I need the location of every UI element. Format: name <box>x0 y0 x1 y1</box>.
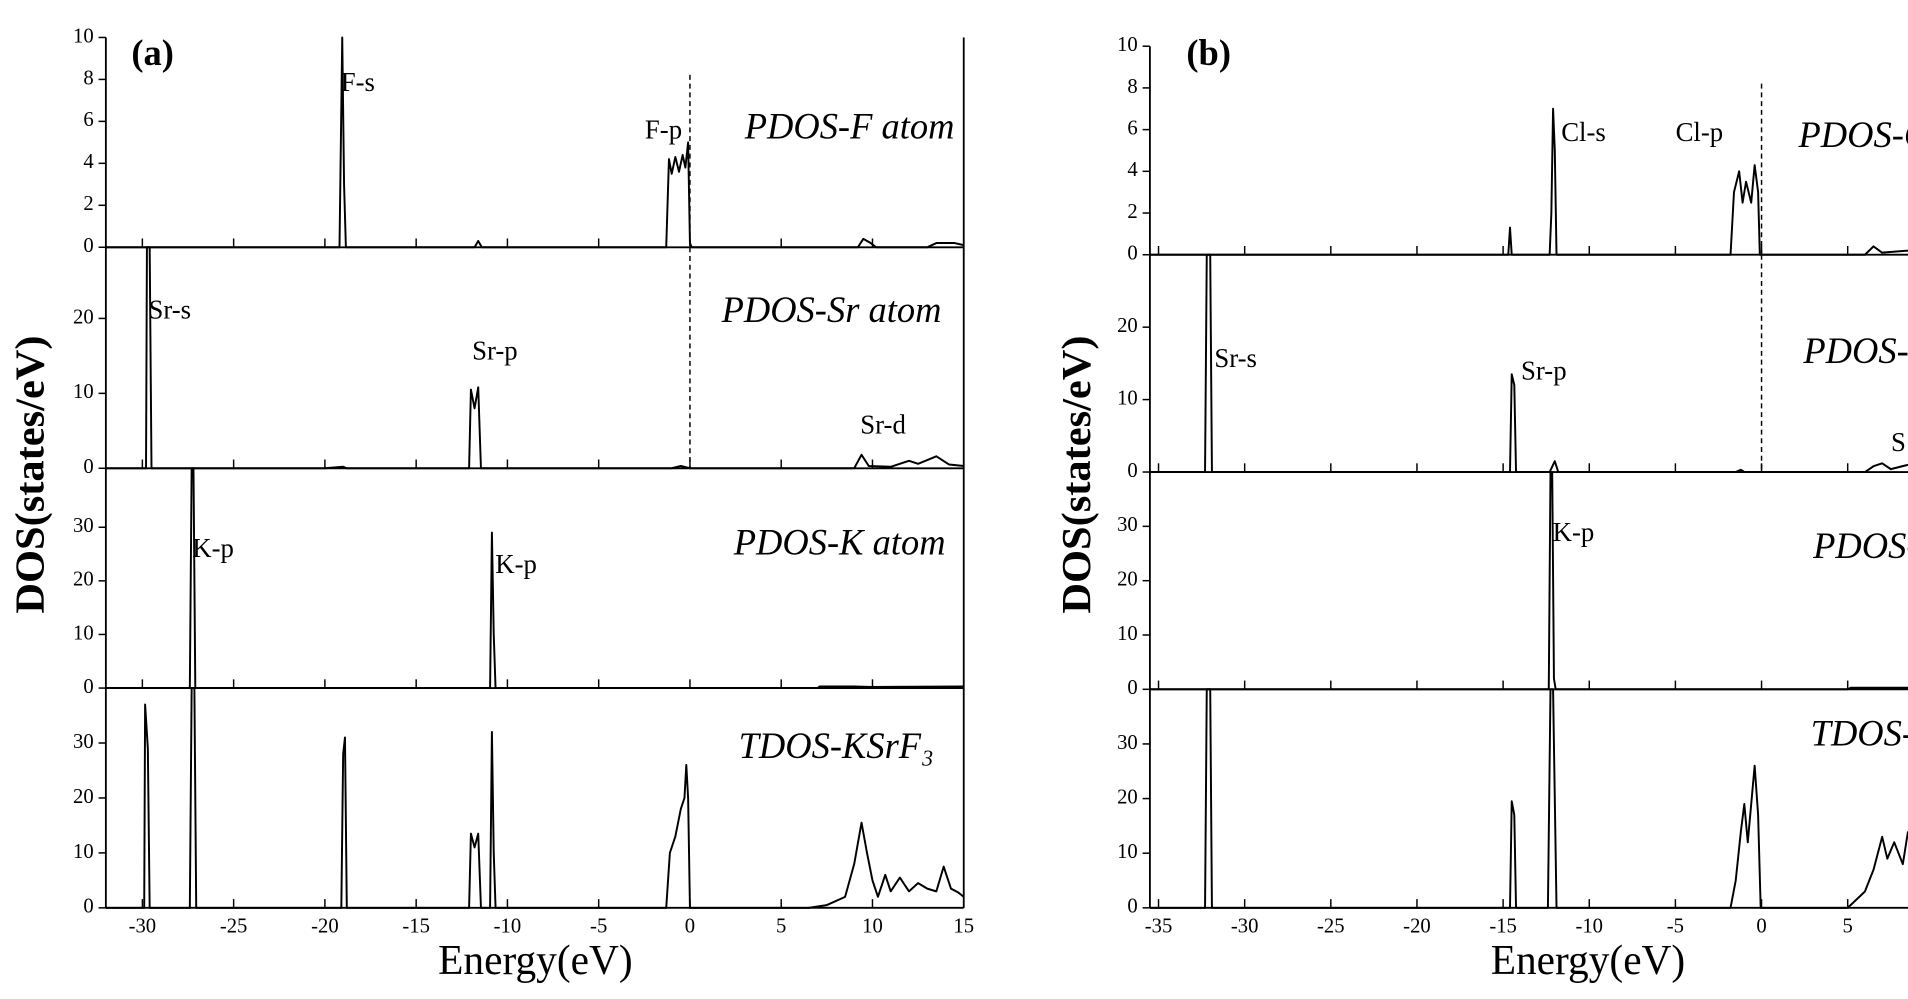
subplot-title: PDOS-C <box>1797 114 1908 156</box>
y-tick-label: 30 <box>1117 512 1138 536</box>
y-tick-label: 0 <box>1127 893 1137 917</box>
subplot-title: TDOS-K <box>1811 712 1908 754</box>
y-tick-label: 2 <box>83 191 93 215</box>
x-tick-label: 15 <box>953 913 974 937</box>
x-tick-label: -5 <box>1667 913 1684 937</box>
dos-line <box>105 36 964 249</box>
y-tick-label: 0 <box>1127 240 1137 264</box>
dos-line <box>105 467 964 690</box>
peak-label: Cl-p <box>1676 117 1724 147</box>
panel-label: (a) <box>131 31 174 74</box>
y-tick-label: 20 <box>1117 313 1138 337</box>
y-tick-label: 0 <box>83 454 93 478</box>
y-tick-label: 20 <box>73 304 94 328</box>
x-tick-label: 5 <box>776 913 786 937</box>
y-tick-label: 4 <box>83 149 94 173</box>
y-tick-label: 10 <box>1117 385 1138 409</box>
y-tick-label: 0 <box>1127 675 1137 699</box>
peak-label: Sr-d <box>860 409 906 439</box>
x-tick-label: 0 <box>685 913 695 937</box>
peak-label: F-p <box>645 114 682 144</box>
dos-line <box>1149 471 1908 691</box>
y-tick-label: 10 <box>73 620 94 644</box>
x-axis-label: Energy(eV) <box>438 937 632 984</box>
y-tick-label: 0 <box>1127 458 1137 482</box>
peak-label: K-p <box>495 549 537 579</box>
x-tick-label: -15 <box>1489 913 1517 937</box>
peak-label: Sr-p <box>472 335 518 365</box>
y-tick-label: 0 <box>83 233 93 257</box>
y-tick-label: 30 <box>73 729 94 753</box>
y-tick-label: 4 <box>1127 157 1138 181</box>
y-tick-label: 30 <box>73 513 94 537</box>
y-tick-label: 10 <box>1117 621 1138 645</box>
y-tick-label: 6 <box>1127 115 1137 139</box>
y-tick-label: 20 <box>1117 784 1138 808</box>
subplot-title: TDOS-KSrF₃ <box>739 724 934 766</box>
y-tick-label: 10 <box>1117 32 1138 56</box>
y-tick-label: 10 <box>1117 839 1138 863</box>
dos-line <box>105 687 965 909</box>
x-tick-label: -10 <box>494 913 522 937</box>
x-tick-label: -20 <box>1403 913 1431 937</box>
y-axis-label: DOS(states/eV) <box>8 335 53 613</box>
x-tick-label: 10 <box>862 913 883 937</box>
y-tick-label: 8 <box>83 65 93 89</box>
dos-line <box>105 246 964 470</box>
subplot-title: PDOS-K atom <box>733 521 946 563</box>
x-tick-label: -25 <box>220 913 248 937</box>
y-axis-label: DOS(states/eV) <box>1055 335 1100 613</box>
peak-label: K-p <box>1553 516 1595 546</box>
y-tick-label: 30 <box>1117 730 1138 754</box>
peak-label: K-p <box>192 533 234 563</box>
peak-label: Cl-s <box>1561 117 1606 147</box>
dos-line <box>1149 688 1908 909</box>
panel-label: (b) <box>1186 31 1231 74</box>
y-tick-label: 2 <box>1127 199 1137 223</box>
subplot-title: PDOS-F atom <box>744 105 955 147</box>
subplot-title: PDOS-Sr <box>1802 330 1908 372</box>
x-tick-label: -25 <box>1317 913 1345 937</box>
peak-label: F-s <box>341 67 375 97</box>
x-axis-label: Energy(eV) <box>1491 937 1685 984</box>
peak-label: Sr-s <box>1214 343 1257 373</box>
subplot-title: PDOS-Sr atom <box>721 289 942 331</box>
x-tick-label: 0 <box>1756 913 1766 937</box>
x-tick-label: -10 <box>1575 913 1603 937</box>
y-tick-label: 8 <box>1127 74 1137 98</box>
dos-line <box>1149 107 1908 256</box>
peak-label: Sr-p <box>1521 355 1567 385</box>
dos-line <box>1149 253 1908 474</box>
x-tick-label: -15 <box>402 913 430 937</box>
y-tick-label: 10 <box>73 23 94 47</box>
peak-label: Sr-s <box>148 294 191 324</box>
x-tick-label: -30 <box>129 913 157 937</box>
peak-label: S <box>1891 427 1906 457</box>
y-tick-label: 0 <box>83 674 93 698</box>
x-tick-label: 5 <box>1843 913 1853 937</box>
y-tick-label: 6 <box>83 107 93 131</box>
y-tick-label: 10 <box>73 379 94 403</box>
subplot-title: PDOS-K <box>1812 525 1908 567</box>
y-tick-label: 20 <box>73 566 94 590</box>
x-tick-label: -35 <box>1145 913 1173 937</box>
x-tick-label: -5 <box>590 913 607 937</box>
x-tick-label: -30 <box>1231 913 1259 937</box>
y-tick-label: 10 <box>73 839 94 863</box>
y-tick-label: 0 <box>83 893 93 917</box>
y-tick-label: 20 <box>1117 566 1138 590</box>
x-tick-label: -20 <box>311 913 339 937</box>
y-tick-label: 20 <box>73 784 94 808</box>
